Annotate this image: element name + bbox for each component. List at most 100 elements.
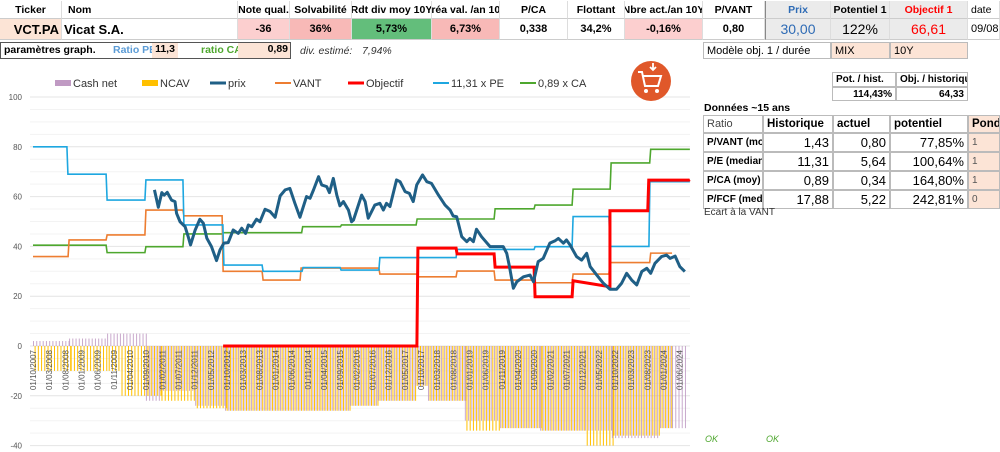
ncav-bar [574,346,576,431]
cash-net-bar [450,346,452,401]
y-tick-label: 20 [13,292,22,301]
ponderation-input[interactable]: 1 [968,171,1000,190]
cash-net-bar [413,346,415,401]
x-tick-label: 01/01/2019 [466,349,475,390]
ponderation-input[interactable]: 0 [968,190,1000,209]
ncav-bar [225,346,227,409]
ncav-bar [320,346,322,411]
ncav-bar [455,346,457,401]
ncav-bar [379,346,381,401]
cash-net-bar [334,346,336,411]
cash-net-bar [377,346,379,401]
cash-net-bar [68,341,70,346]
ncav-bar [636,346,638,436]
ratio-name: P/VANT (moy) [703,133,763,152]
ncav-bar [370,346,372,406]
ncav-bar [70,346,72,371]
ratio-value: 0,89 [763,171,833,190]
ncav-bar [655,346,657,436]
ncav-bar [330,346,332,411]
header-nbre-act: Nbre act./an 10Y [625,1,703,18]
cash-net-bar [672,346,674,429]
header-p-vant: P/VANT [703,1,765,18]
cash-net-bar [653,346,655,439]
ncav-bar [50,346,52,371]
legend-label: NCAV [160,78,190,90]
ncav-bar [160,346,162,396]
ratio-ca-label: ratio CA [201,44,242,56]
ncav-bar [609,346,611,446]
ponderation-input[interactable]: 1 [968,133,1000,152]
model-label: Modèle obj. 1 / durée [703,42,831,59]
model-duration[interactable]: 10Y [890,42,968,59]
ratio-pe-input[interactable]: 11,3 [152,43,178,58]
ncav-bar [351,346,353,406]
cash-net-bar [195,346,197,406]
x-tick-label: 01/12/2016 [385,349,394,390]
ncav-bar [420,346,422,386]
x-tick-label: 01/11/2019 [498,349,507,389]
cash-net-bar [572,346,574,431]
model-type[interactable]: MIX [831,42,890,59]
x-tick-label: 01/07/2021 [563,349,572,390]
cash-net-bar [126,333,128,346]
cash-net-bar [312,346,314,411]
x-tick-label: 01/01/2024 [660,349,669,390]
chart-lines [33,146,691,348]
ncav-bar [511,346,513,429]
ncav-bar [190,346,192,401]
ponderation-input[interactable]: 1 [968,152,1000,171]
header-flottant: Flottant [568,1,625,18]
ncav-bar [671,346,673,429]
ncav-bar [258,346,260,411]
cash-net-bar [678,346,680,429]
ncav-bar [177,346,179,401]
ratios-title: Données ~15 ans [704,102,791,114]
header-ticker: Ticker [0,1,62,18]
cash-net-bar [565,346,567,431]
ncav-bar [164,346,166,401]
ratio-header: Ratio [703,115,763,133]
cash-net-bar [559,346,561,431]
ncav-bar [203,346,205,409]
cash-net-bar [460,346,462,401]
cash-net-bar [464,346,466,421]
cash-net-bar [198,346,200,406]
ncav-bar [442,346,444,401]
params-label: paramètres graph. [4,44,96,56]
ncav-bar [339,346,341,411]
cash-net-bar [356,346,358,406]
ncav-bar [233,346,235,411]
ncav-bar [489,346,491,431]
ratio-name: P/E (median) [703,152,763,171]
ncav-bar [426,346,428,386]
x-tick-label: 01/03/2008 [45,349,54,390]
ncav-bar [561,346,563,431]
shopping-cart-download-icon[interactable] [631,61,671,101]
ncav-bar [612,346,614,446]
y-tick-label: 80 [13,143,22,152]
ncav-bar [405,346,407,401]
ratio-header: potentiel [890,115,968,133]
cash-net-bar [149,346,151,401]
company-name[interactable]: Vicat S.A. [62,18,238,40]
ratio-ca-input[interactable]: 0,89 [238,43,290,58]
ncav-bar [479,346,481,431]
cash-net-bar [578,346,580,431]
cash-net-bar [621,346,623,439]
x-tick-label: 01/09/2010 [142,349,151,390]
cash-net-bar [500,346,502,429]
y-tick-label: 40 [13,242,22,251]
ncav-bar [466,346,468,431]
ticker-value[interactable]: VCT.PA [0,18,62,40]
cash-net-bar [468,346,470,421]
cash-net-bar [575,346,577,431]
cash-net-bar [519,346,521,429]
ncav-bar [121,346,123,396]
cash-net-bar [471,346,473,421]
ncav-bar [392,346,394,401]
cash-net-bar [62,341,64,346]
note-qual-value: -36 [238,18,290,40]
cash-net-bar [234,346,236,411]
header-nom: Nom [62,1,238,18]
